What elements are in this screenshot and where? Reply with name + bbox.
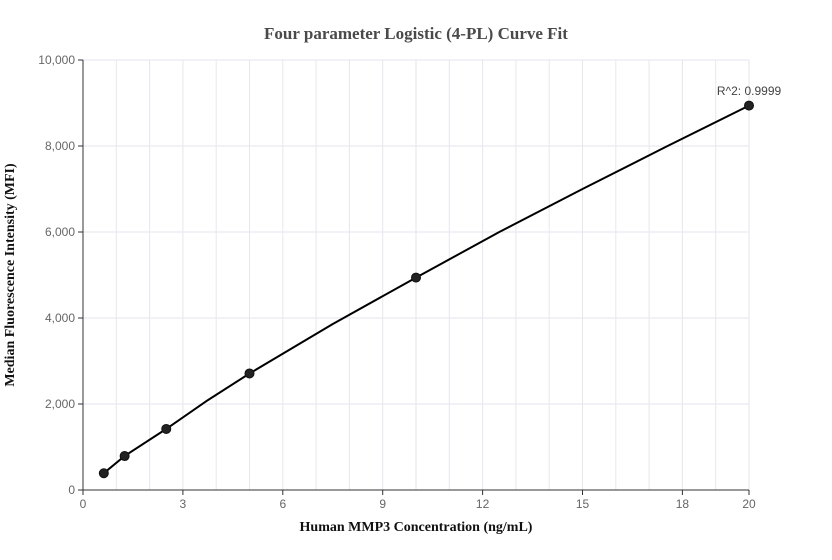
data-point	[98, 468, 109, 479]
y-axis-title: Median Fluorescence Intensity (MFI)	[3, 163, 18, 387]
y-axis-ticks: 0 2,000 4,000 6,000 8,000 10,000	[38, 53, 83, 497]
data-point	[119, 451, 130, 462]
x-axis-ticks: 0 3 6 9 12 15 18 20	[80, 490, 756, 511]
x-tick-label: 6	[279, 497, 286, 511]
fit-curve-line	[103, 104, 750, 474]
y-tick-label: 10,000	[38, 53, 75, 67]
data-point	[744, 100, 754, 111]
r-squared-annotation: R^2: 0.9999	[717, 84, 782, 98]
y-tick-label: 0	[68, 483, 75, 497]
y-tick-label: 6,000	[45, 225, 75, 239]
x-tick-label: 20	[742, 497, 756, 511]
y-tick-label: 2,000	[45, 397, 75, 411]
data-point	[244, 368, 255, 379]
data-points	[98, 100, 754, 479]
data-point	[411, 272, 421, 283]
x-tick-label: 18	[676, 497, 690, 511]
x-axis-title: Human MMP3 Concentration (ng/mL)	[300, 520, 533, 535]
y-tick-label: 8,000	[45, 139, 75, 153]
y-tick-label: 4,000	[45, 311, 75, 325]
x-tick-label: 0	[80, 497, 87, 511]
fit-curve-group	[103, 104, 750, 474]
x-tick-label: 3	[180, 497, 187, 511]
x-tick-label: 9	[379, 497, 386, 511]
chart-title: Four parameter Logistic (4-PL) Curve Fit	[264, 24, 568, 43]
x-tick-label: 12	[476, 497, 490, 511]
x-tick-label: 15	[576, 497, 590, 511]
data-point	[161, 423, 172, 434]
axes	[82, 60, 749, 491]
